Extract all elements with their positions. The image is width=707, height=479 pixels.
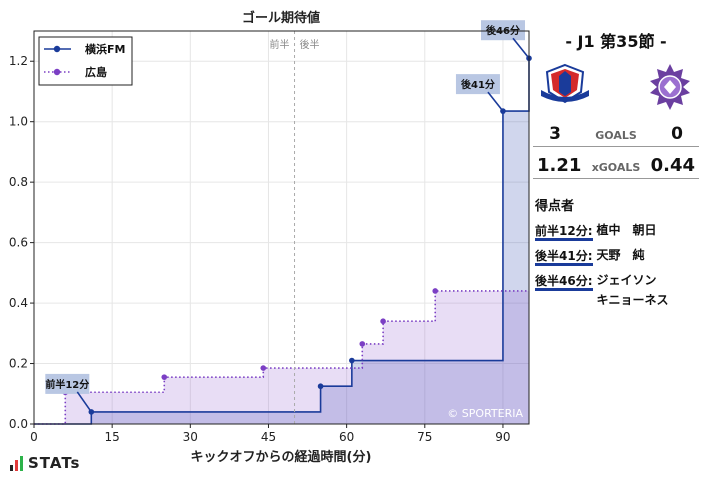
x-tick-label: 0	[30, 430, 38, 444]
goal-callout-box	[455, 74, 500, 95]
scorer-name: ジェイソン キニョーネス	[596, 273, 669, 307]
legend-marker-yokohama	[53, 45, 61, 53]
x-tick-label: 15	[105, 430, 120, 444]
x-tick-label: 75	[417, 430, 432, 444]
y-tick-label: 1.2	[9, 54, 28, 68]
y-tick-label: 0.4	[9, 296, 28, 310]
x-tick-label: 30	[183, 430, 198, 444]
goal-callout-label: 後41分	[461, 78, 495, 91]
yokohama-crest-icon	[541, 63, 589, 104]
scorer-row: 後半46分: ジェイソン キニョーネス	[535, 272, 699, 310]
stats-wordmark: STATs	[28, 454, 81, 472]
match-title: - J1 第35節 -	[565, 32, 667, 51]
plot-area	[33, 30, 530, 425]
xg-row: 1.21 xGOALS 0.44	[533, 153, 699, 179]
goal-callout-box	[481, 20, 525, 41]
legend-label-yokohama: 横浜FM	[85, 42, 125, 56]
y-tick-label: 0.0	[9, 417, 28, 431]
goals-label: GOALS	[595, 129, 637, 142]
away-goals: 0	[671, 124, 683, 144]
goal-callout-pointer	[512, 37, 530, 59]
point-hiroshima	[380, 318, 386, 325]
stats-bars-icon	[10, 456, 23, 471]
chart-title: ゴール期待値	[242, 10, 320, 26]
y-tick-label: 0.6	[9, 236, 28, 250]
scorer-time: 前半12分:	[535, 222, 593, 241]
goal-callout-label: 前半12分	[45, 378, 89, 391]
point-yokohama	[349, 357, 355, 364]
scorer-row: 後半41分: 天野 純	[535, 247, 699, 266]
home-xg: 1.21	[537, 155, 582, 176]
axis-ticks: 0 15 30 45 60 75 90 0.0 0.2 0.4 0.6 0.8 1.0 1.2	[9, 54, 511, 444]
second-half-label: 後半	[300, 38, 320, 51]
point-hiroshima	[359, 341, 366, 347]
home-goals: 3	[549, 124, 561, 144]
match-summary-panel: - J1 第35節 - 3 GOALS 0 1.21 xGOALS 0.44 得…	[533, 22, 699, 316]
first-half-label: 前半	[270, 38, 290, 51]
goal-callout-pointer	[487, 91, 504, 112]
point-yokohama	[317, 383, 324, 390]
scorer-time: 後半41分:	[535, 247, 593, 266]
x-tick-label: 45	[261, 430, 276, 444]
credit-text: © SPORTERIA	[447, 407, 523, 420]
legend-marker-hiroshima	[53, 68, 61, 76]
x-axis-label: キックオフからの経過時間(分)	[191, 449, 372, 465]
y-tick-label: 0.8	[9, 175, 28, 189]
scorer-name: 植中 朝日	[596, 223, 657, 237]
legend: 横浜FM 広島	[38, 36, 133, 86]
goal-callout-box	[45, 373, 90, 394]
area-hiroshima	[34, 290, 529, 424]
x-tick-label: 90	[495, 430, 510, 444]
series-lines	[34, 58, 530, 425]
series-areas	[34, 58, 529, 424]
line-yokohama	[34, 58, 530, 425]
goal-callout-pointer	[76, 391, 92, 413]
scorers-title: 得点者	[535, 199, 575, 214]
away-xg: 0.44	[650, 155, 695, 176]
hiroshima-crest-icon	[650, 64, 690, 110]
y-tick-label: 1.0	[9, 115, 28, 129]
point-hiroshima	[432, 288, 439, 294]
area-yokohama	[34, 58, 529, 424]
goals-row: 3 GOALS 0	[533, 122, 699, 147]
point-hiroshima	[260, 365, 267, 371]
x-tick-label: 60	[339, 430, 354, 444]
point-hiroshima	[161, 374, 168, 380]
y-tick-label: 0.2	[9, 357, 28, 371]
stats-logo: STATs	[10, 456, 80, 471]
plot-frame	[33, 30, 530, 425]
legend-label-hiroshima: 広島	[85, 65, 107, 79]
scorer-name: 天野 純	[596, 248, 645, 262]
team-crests	[533, 62, 699, 114]
scorer-row: 前半12分: 植中 朝日	[535, 222, 699, 241]
xg-label: xGOALS	[591, 161, 641, 174]
scorer-time: 後半46分:	[535, 272, 593, 291]
legend-box	[38, 36, 133, 86]
